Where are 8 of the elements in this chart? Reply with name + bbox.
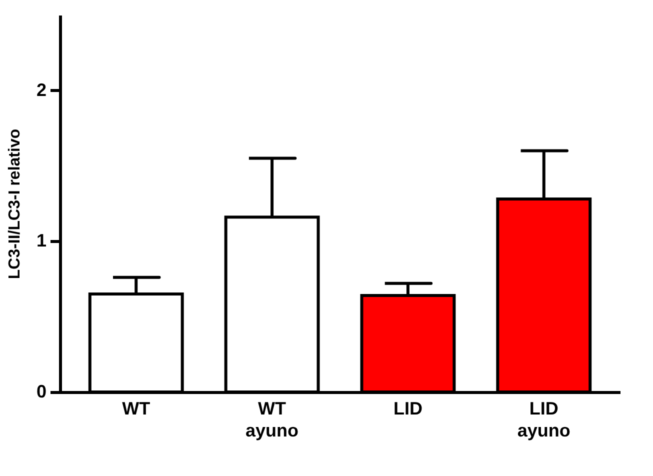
y-tick-label: 1 — [36, 230, 46, 251]
x-tick-label: WT — [122, 398, 150, 418]
y-tick-label: 2 — [36, 80, 46, 100]
y-tick-label: 0 — [36, 382, 46, 402]
x-tick-label: WT ayuno — [246, 398, 299, 440]
y-axis-title: LC3-II/LC3-I relativo — [6, 128, 24, 280]
x-tick-label: LID ayuno — [517, 398, 570, 440]
x-tick-label: LID — [393, 398, 422, 418]
